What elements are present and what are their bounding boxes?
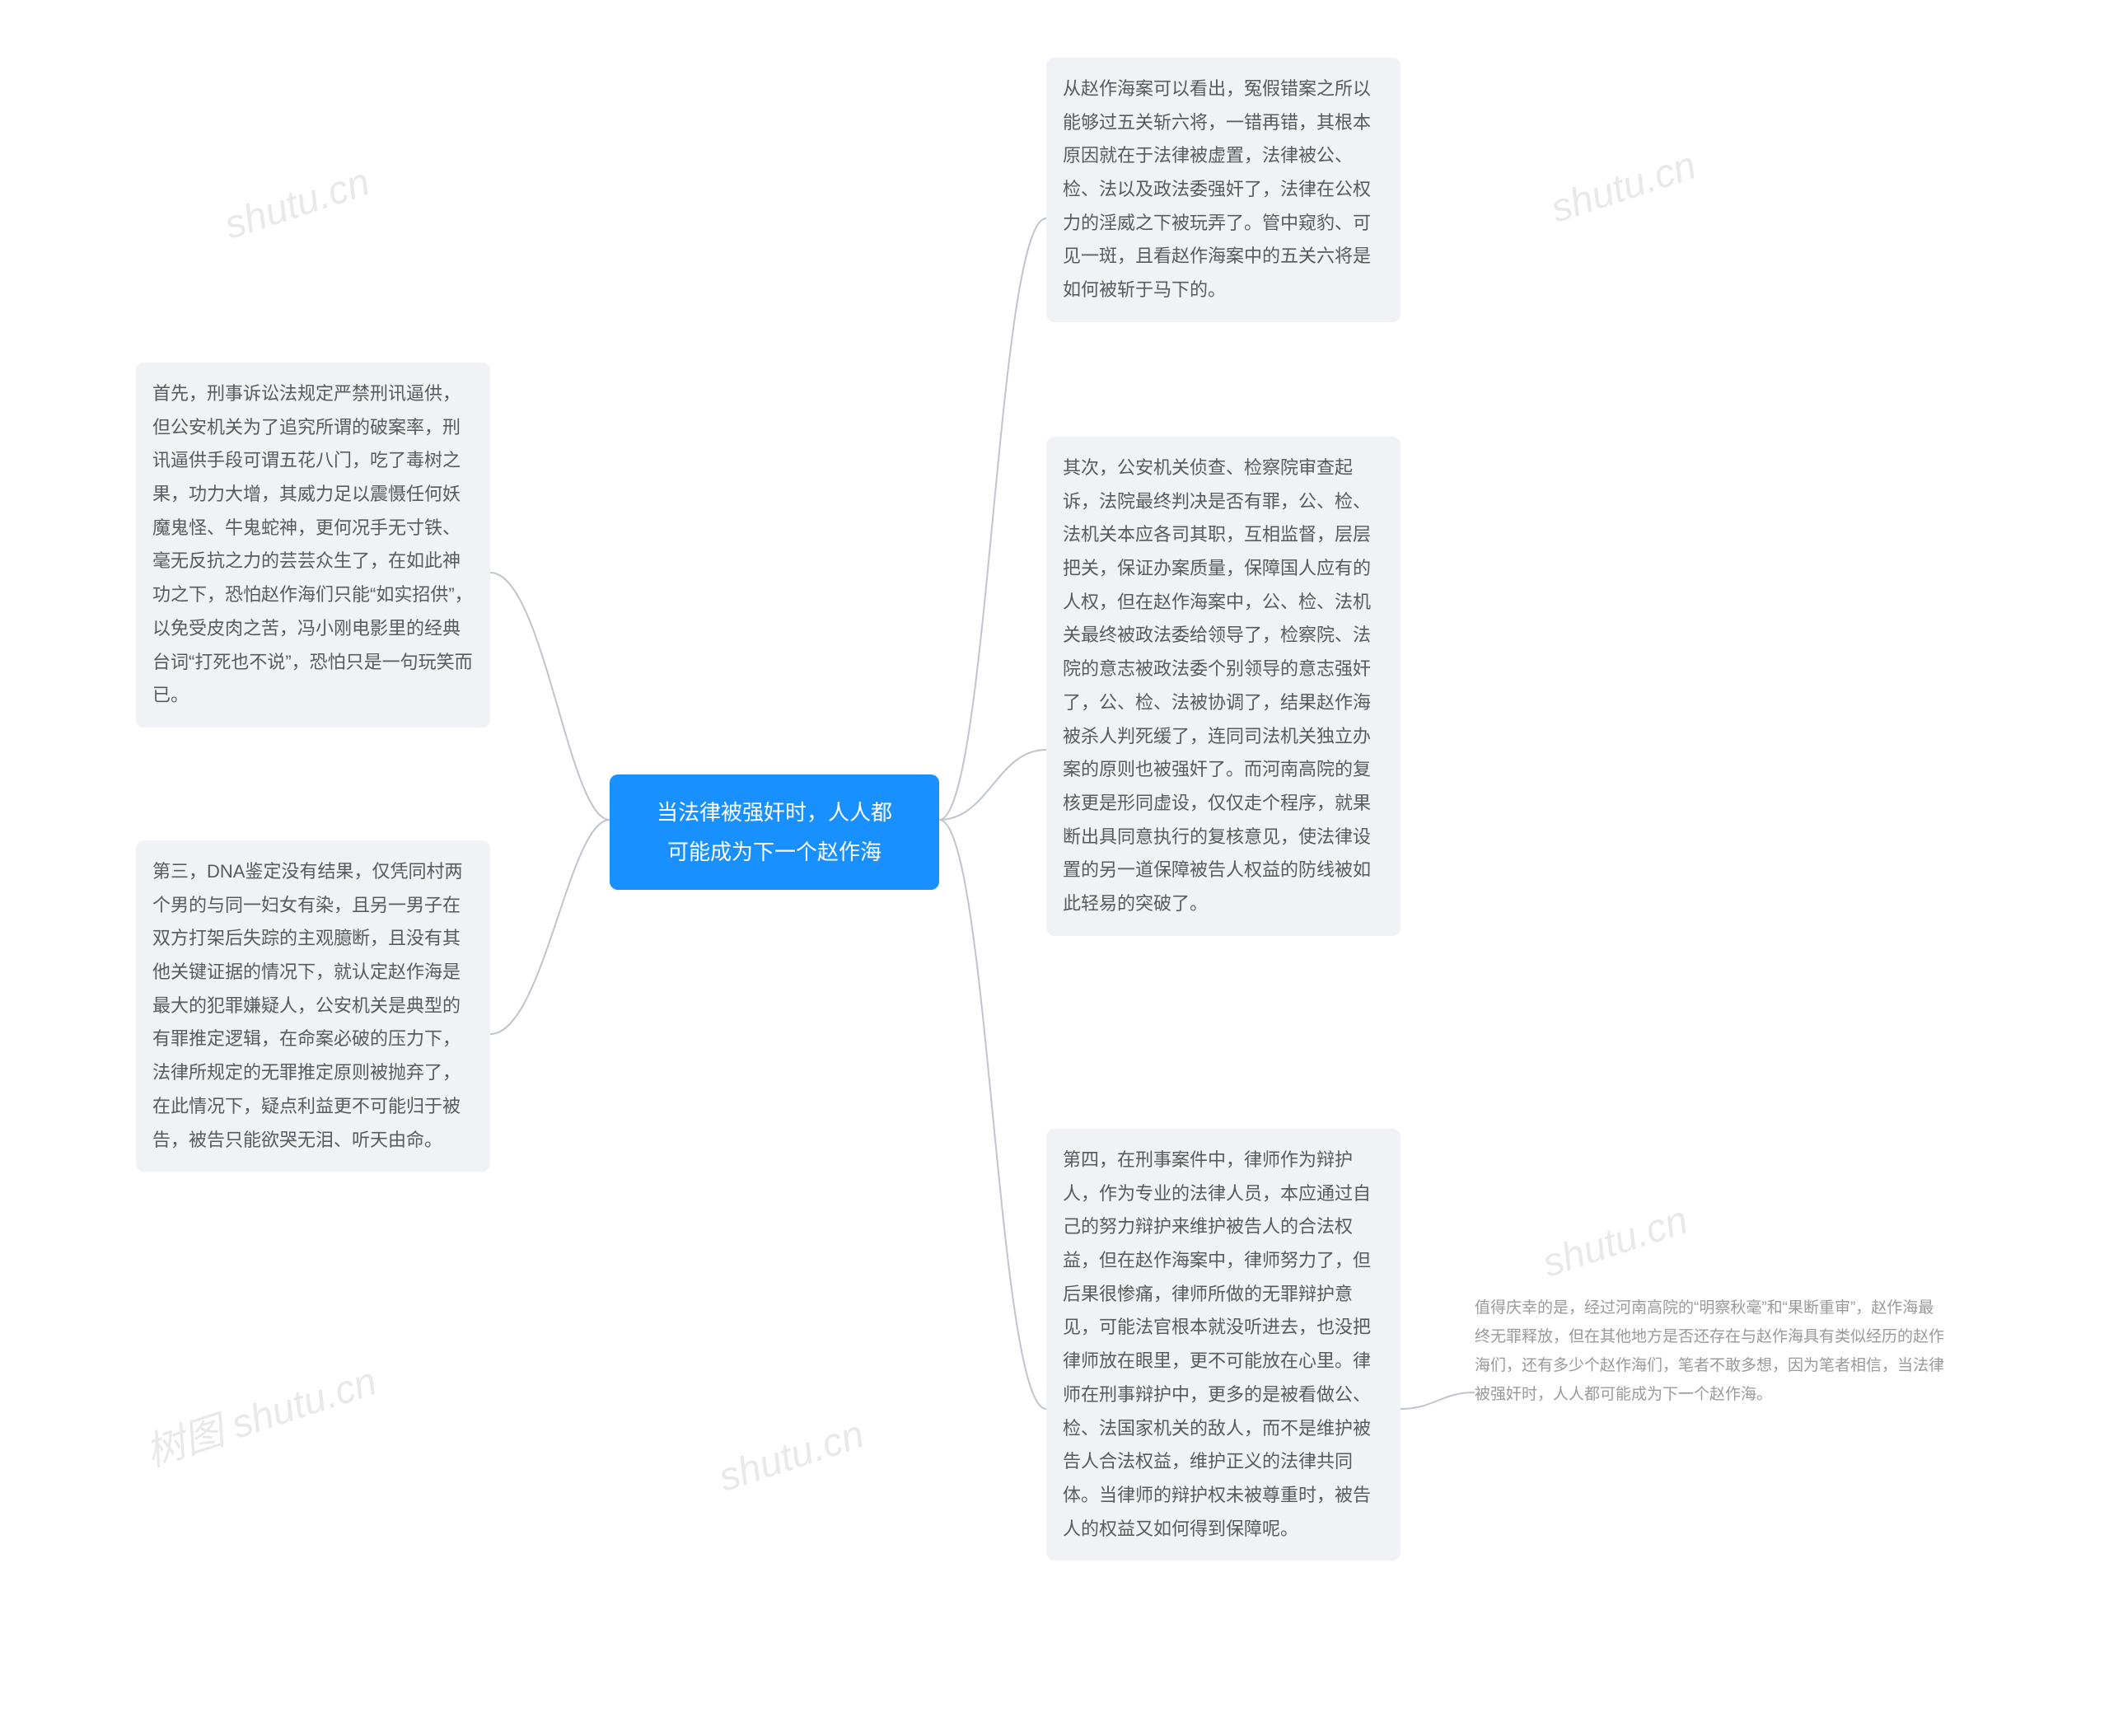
right-branch-3[interactable]: 第四，在刑事案件中，律师作为辩护人，作为专业的法律人员，本应通过自己的努力辩护来…	[1046, 1129, 1401, 1561]
watermark: shutu.cn	[219, 159, 376, 248]
right-branch-2[interactable]: 其次，公安机关侦查、检察院审查起诉，法院最终判决是否有罪，公、检、法机关本应各司…	[1046, 437, 1401, 936]
left-branch-2-text: 第三，DNA鉴定没有结果，仅凭同村两个男的与同一妇女有染，且另一男子在双方打架后…	[152, 861, 462, 1150]
sub-node-1[interactable]: 值得庆幸的是，经过河南高院的“明察秋毫”和“果断重审”，赵作海最终无罪释放，但在…	[1475, 1294, 1944, 1410]
watermark: 树图 shutu.cn	[137, 1349, 382, 1477]
root-text: 当法律被强奸时，人人都可能成为下一个赵作海	[657, 800, 892, 864]
right-branch-2-text: 其次，公安机关侦查、检察院审查起诉，法院最终判决是否有罪，公、检、法机关本应各司…	[1063, 457, 1371, 914]
left-branch-1[interactable]: 首先，刑事诉讼法规定严禁刑讯逼供，但公安机关为了追究所谓的破案率，刑讯逼供手段可…	[136, 363, 490, 728]
sub-node-1-text: 值得庆幸的是，经过河南高院的“明察秋毫”和“果断重审”，赵作海最终无罪释放，但在…	[1475, 1299, 1944, 1403]
left-branch-1-text: 首先，刑事诉讼法规定严禁刑讯逼供，但公安机关为了追究所谓的破案率，刑讯逼供手段可…	[152, 383, 473, 705]
right-branch-1[interactable]: 从赵作海案可以看出，冤假错案之所以能够过五关斩六将，一错再错，其根本原因就在于法…	[1046, 58, 1401, 322]
watermark: shutu.cn	[1537, 1197, 1694, 1286]
left-branch-2[interactable]: 第三，DNA鉴定没有结果，仅凭同村两个男的与同一妇女有染，且另一男子在双方打架后…	[136, 840, 490, 1172]
root-node[interactable]: 当法律被强奸时，人人都可能成为下一个赵作海	[610, 774, 939, 890]
watermark: shutu.cn	[1546, 143, 1702, 232]
watermark: shutu.cn	[713, 1411, 870, 1500]
right-branch-3-text: 第四，在刑事案件中，律师作为辩护人，作为专业的法律人员，本应通过自己的努力辩护来…	[1063, 1149, 1371, 1539]
right-branch-1-text: 从赵作海案可以看出，冤假错案之所以能够过五关斩六将，一错再错，其根本原因就在于法…	[1063, 78, 1371, 300]
